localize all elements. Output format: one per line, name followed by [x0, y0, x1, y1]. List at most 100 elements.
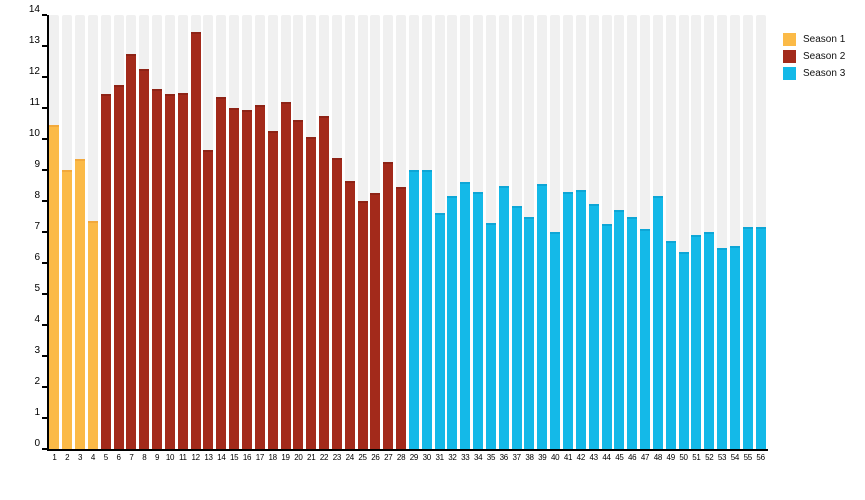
x-axis-label: 16 [242, 453, 252, 462]
x-axis-label: 4 [90, 453, 96, 462]
x-axis-label: 52 [705, 453, 714, 462]
y-tick-label: 8 [34, 190, 40, 201]
x-axis-label: 13 [204, 453, 213, 462]
background-stripe [729, 15, 740, 449]
bar-episode-42 [575, 190, 586, 449]
bar-episode-32 [447, 196, 458, 449]
x-axis-label: 22 [319, 453, 329, 462]
y-tick-mark [42, 45, 47, 47]
x-axis-label: 30 [422, 453, 432, 462]
bar-episode-50 [678, 252, 689, 449]
y-tick-mark [42, 14, 47, 16]
x-axis-label: 3 [78, 453, 83, 462]
x-axis-label: 42 [576, 453, 586, 462]
x-axis-label: 50 [679, 453, 688, 462]
x-axis-label: 51 [692, 453, 701, 462]
bar-episode-34 [473, 191, 484, 449]
y-tick-mark [42, 262, 47, 264]
y-tick-label: 9 [34, 159, 40, 170]
background-stripe [691, 15, 702, 449]
bar-episode-52 [704, 232, 715, 449]
x-axis-label: 40 [550, 453, 560, 462]
x-axis-label: 18 [268, 453, 278, 462]
x-axis-label: 37 [512, 453, 521, 462]
bar-episode-56 [755, 227, 766, 449]
bar-episode-14 [216, 97, 227, 449]
x-axis-label: 25 [358, 453, 367, 462]
legend-item-season-3: Season 3 [783, 67, 845, 80]
y-tick-mark [42, 386, 47, 388]
legend-swatch-season-3-icon [783, 67, 796, 80]
x-axis-label: 54 [730, 453, 740, 462]
background-stripe [665, 15, 676, 449]
x-axis-label: 15 [230, 453, 239, 462]
x-axis-label: 32 [448, 453, 457, 462]
legend-swatch-season-2-icon [783, 50, 796, 63]
bar-episode-21 [306, 137, 317, 449]
bar-episode-17 [254, 104, 265, 449]
y-tick-label: 1 [34, 407, 40, 418]
bar-episode-23 [331, 157, 342, 449]
x-axis-label: 12 [191, 453, 200, 462]
x-axis-label: 27 [384, 453, 393, 462]
bar-episode-31 [434, 213, 445, 449]
x-axis-label: 53 [717, 453, 727, 462]
y-tick-label: 4 [34, 314, 40, 325]
y-tick-mark [42, 169, 47, 171]
bar-episode-47 [640, 228, 651, 449]
legend-label-season-1: Season 1 [803, 34, 846, 45]
x-axis-label: 28 [396, 453, 406, 462]
bar-episode-22 [319, 115, 330, 449]
y-tick-mark [42, 324, 47, 326]
bar-episode-7 [126, 53, 137, 449]
x-axis-label: 49 [666, 453, 676, 462]
x-axis-label: 17 [255, 453, 265, 462]
x-axis-label: 38 [525, 453, 534, 462]
y-tick-label: 6 [34, 252, 40, 263]
bar-episode-19 [280, 101, 291, 449]
bar-episode-38 [524, 216, 535, 449]
legend-item-season-2: Season 2 [783, 50, 845, 63]
y-tick-mark [42, 417, 47, 419]
x-axis-label: 24 [345, 453, 355, 462]
bar-episode-53 [717, 247, 728, 449]
y-tick-label: 3 [34, 345, 40, 356]
legend-item-season-1: Season 1 [783, 33, 845, 46]
x-axis-label: 7 [129, 453, 134, 462]
bar-episode-1 [49, 125, 60, 449]
x-axis-label: 2 [65, 453, 70, 462]
x-axis-label: 43 [589, 453, 599, 462]
x-axis-label: 36 [499, 453, 509, 462]
x-axis-label: 47 [640, 453, 650, 462]
bar-episode-18 [267, 131, 278, 449]
background-stripe [678, 15, 689, 449]
bar-episode-46 [627, 216, 638, 449]
x-axis-label: 33 [461, 453, 470, 462]
y-tick-mark [42, 448, 47, 450]
bar-episode-40 [550, 232, 561, 449]
bar-episode-26 [370, 193, 381, 449]
x-axis-label: 1 [52, 453, 57, 462]
y-tick-label: 12 [28, 66, 40, 77]
legend-label-season-3: Season 3 [803, 68, 846, 79]
x-axis-line [47, 449, 768, 451]
bar-episode-9 [152, 89, 163, 449]
bar-episode-43 [588, 204, 599, 449]
bar-episode-11 [177, 92, 188, 449]
x-axis-label: 10 [165, 453, 175, 462]
legend-swatch-season-1-icon [783, 33, 796, 46]
y-tick-mark [42, 355, 47, 357]
bar-episode-45 [614, 210, 625, 449]
bar-episode-4 [87, 221, 98, 449]
x-axis-label: 21 [307, 453, 316, 462]
bar-episode-35 [485, 222, 496, 449]
y-tick-label: 14 [28, 4, 40, 15]
bar-episode-37 [511, 205, 522, 449]
x-axis-label: 56 [756, 453, 765, 462]
bar-episode-10 [164, 94, 175, 449]
bar-episode-55 [742, 227, 753, 449]
x-axis-label: 46 [628, 453, 637, 462]
x-axis-label: 19 [281, 453, 290, 462]
bar-episode-24 [344, 180, 355, 449]
